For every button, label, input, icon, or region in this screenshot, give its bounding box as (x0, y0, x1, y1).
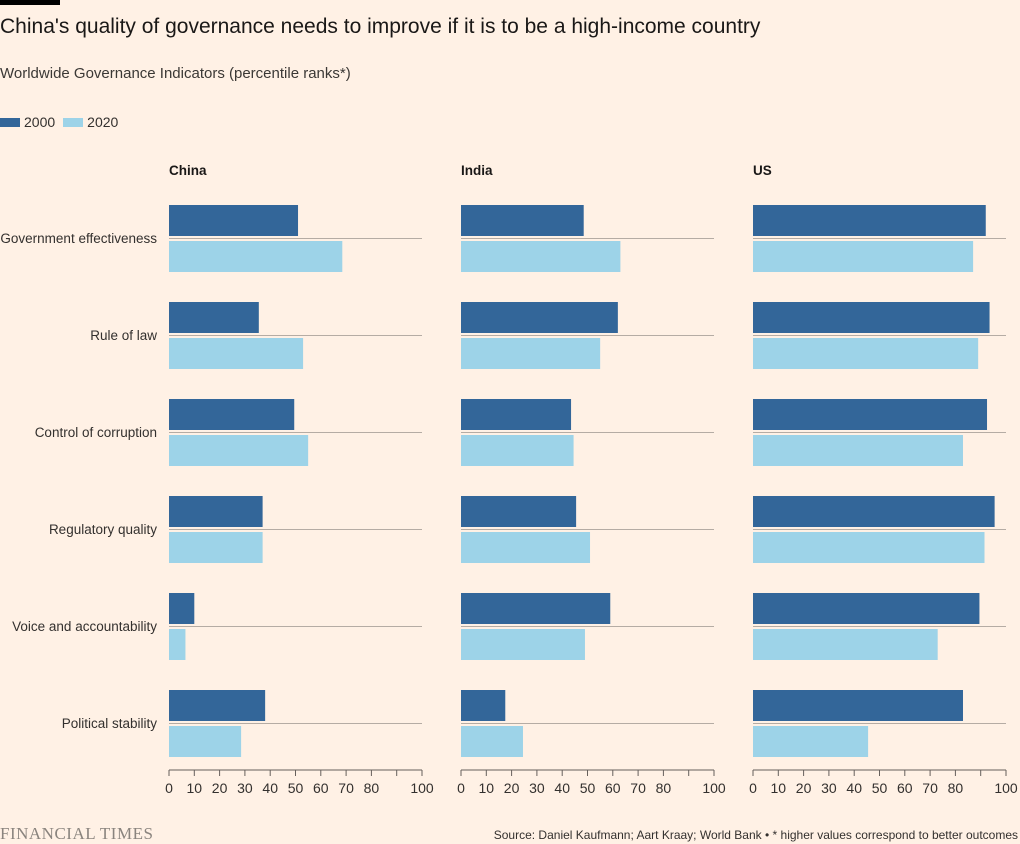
bar-china-2020-0 (169, 241, 343, 272)
x-tick-label-1-70: 70 (630, 780, 646, 796)
bar-china-2020-5 (169, 726, 242, 757)
x-tick-label-0-60: 60 (313, 780, 329, 796)
x-tick-label-1-20: 20 (504, 780, 520, 796)
bar-us-2020-5 (753, 726, 869, 757)
bar-india-2020-0 (461, 241, 621, 272)
panel-title-india: India (461, 163, 493, 178)
bar-us-2020-3 (753, 532, 985, 563)
chart-title: China's quality of governance needs to i… (0, 15, 761, 38)
x-tick-label-1-0: 0 (457, 780, 465, 796)
bar-china-2000-4 (169, 593, 195, 624)
bar-india-2020-1 (461, 338, 601, 369)
x-tick-label-2-40: 40 (846, 780, 862, 796)
bar-china-2020-3 (169, 532, 263, 563)
bar-china-2000-1 (169, 302, 259, 333)
category-label-2: Control of corruption (35, 425, 157, 440)
bar-china-2000-5 (169, 690, 266, 721)
bar-india-2020-2 (461, 435, 574, 466)
x-tick-label-1-100: 100 (702, 780, 726, 796)
category-label-3: Regulatory quality (49, 522, 157, 537)
category-label-4: Voice and accountability (12, 619, 157, 634)
x-tick-label-1-30: 30 (529, 780, 545, 796)
x-tick-label-0-70: 70 (338, 780, 354, 796)
category-label-5: Political stability (62, 716, 158, 731)
bar-india-2020-4 (461, 629, 585, 660)
x-tick-label-2-30: 30 (821, 780, 837, 796)
x-tick-label-0-0: 0 (165, 780, 173, 796)
bar-india-2020-5 (461, 726, 523, 757)
bar-india-2000-4 (461, 593, 611, 624)
x-tick-label-2-100: 100 (994, 780, 1018, 796)
x-tick-label-0-100: 100 (410, 780, 434, 796)
x-tick-label-2-70: 70 (922, 780, 938, 796)
bar-us-2000-0 (753, 205, 986, 236)
bar-us-2000-5 (753, 690, 963, 721)
x-tick-label-2-50: 50 (872, 780, 888, 796)
x-tick-label-0-80: 80 (364, 780, 380, 796)
legend-label-2000: 2000 (24, 114, 56, 130)
bar-india-2000-1 (461, 302, 618, 333)
legend-swatch-2020 (63, 117, 84, 127)
category-label-0: Government effectiveness (0, 231, 157, 246)
bar-china-2000-0 (169, 205, 299, 236)
bar-us-2000-4 (753, 593, 980, 624)
legend-label-2020: 2020 (87, 114, 119, 130)
bar-us-2020-1 (753, 338, 979, 369)
x-tick-label-0-20: 20 (212, 780, 228, 796)
chart-subtitle: Worldwide Governance Indicators (percent… (0, 65, 351, 82)
x-tick-label-2-0: 0 (749, 780, 757, 796)
x-tick-label-0-10: 10 (187, 780, 203, 796)
legend-item-2000: 2000 (0, 114, 55, 130)
category-label-1: Rule of law (90, 328, 157, 343)
x-tick-label-1-50: 50 (580, 780, 596, 796)
x-tick-label-0-50: 50 (288, 780, 304, 796)
bar-china-2020-4 (169, 629, 186, 660)
bar-china-2020-1 (169, 338, 304, 369)
bar-india-2000-0 (461, 205, 584, 236)
x-tick-label-1-40: 40 (554, 780, 570, 796)
x-tick-label-2-20: 20 (796, 780, 812, 796)
ft-logo: FINANCIAL TIMES (0, 824, 154, 843)
x-tick-label-2-10: 10 (771, 780, 787, 796)
x-tick-label-1-80: 80 (656, 780, 672, 796)
brand-topbar (0, 0, 60, 5)
bar-india-2000-5 (461, 690, 506, 721)
bar-us-2000-2 (753, 399, 988, 430)
bar-us-2020-2 (753, 435, 963, 466)
x-tick-label-1-60: 60 (605, 780, 621, 796)
bar-us-2020-4 (753, 629, 938, 660)
bar-us-2000-1 (753, 302, 990, 333)
x-tick-label-2-60: 60 (897, 780, 913, 796)
source-note: Source: Daniel Kaufmann; Aart Kraay; Wor… (493, 828, 1018, 842)
x-tick-label-2-80: 80 (948, 780, 964, 796)
legend: 2000 2020 (0, 114, 126, 130)
bar-india-2000-2 (461, 399, 572, 430)
bar-china-2020-2 (169, 435, 309, 466)
bar-china-2000-3 (169, 496, 263, 527)
bar-us-2000-3 (753, 496, 995, 527)
bar-china-2000-2 (169, 399, 295, 430)
bar-us-2020-0 (753, 241, 974, 272)
legend-item-2020: 2020 (63, 114, 118, 130)
legend-swatch-2000 (0, 117, 20, 127)
bar-india-2000-3 (461, 496, 577, 527)
x-tick-label-0-40: 40 (262, 780, 278, 796)
bar-india-2020-3 (461, 532, 591, 563)
x-tick-label-1-10: 10 (479, 780, 495, 796)
x-tick-label-0-30: 30 (237, 780, 253, 796)
panel-title-china: China (169, 163, 207, 178)
panel-title-us: US (753, 163, 772, 178)
